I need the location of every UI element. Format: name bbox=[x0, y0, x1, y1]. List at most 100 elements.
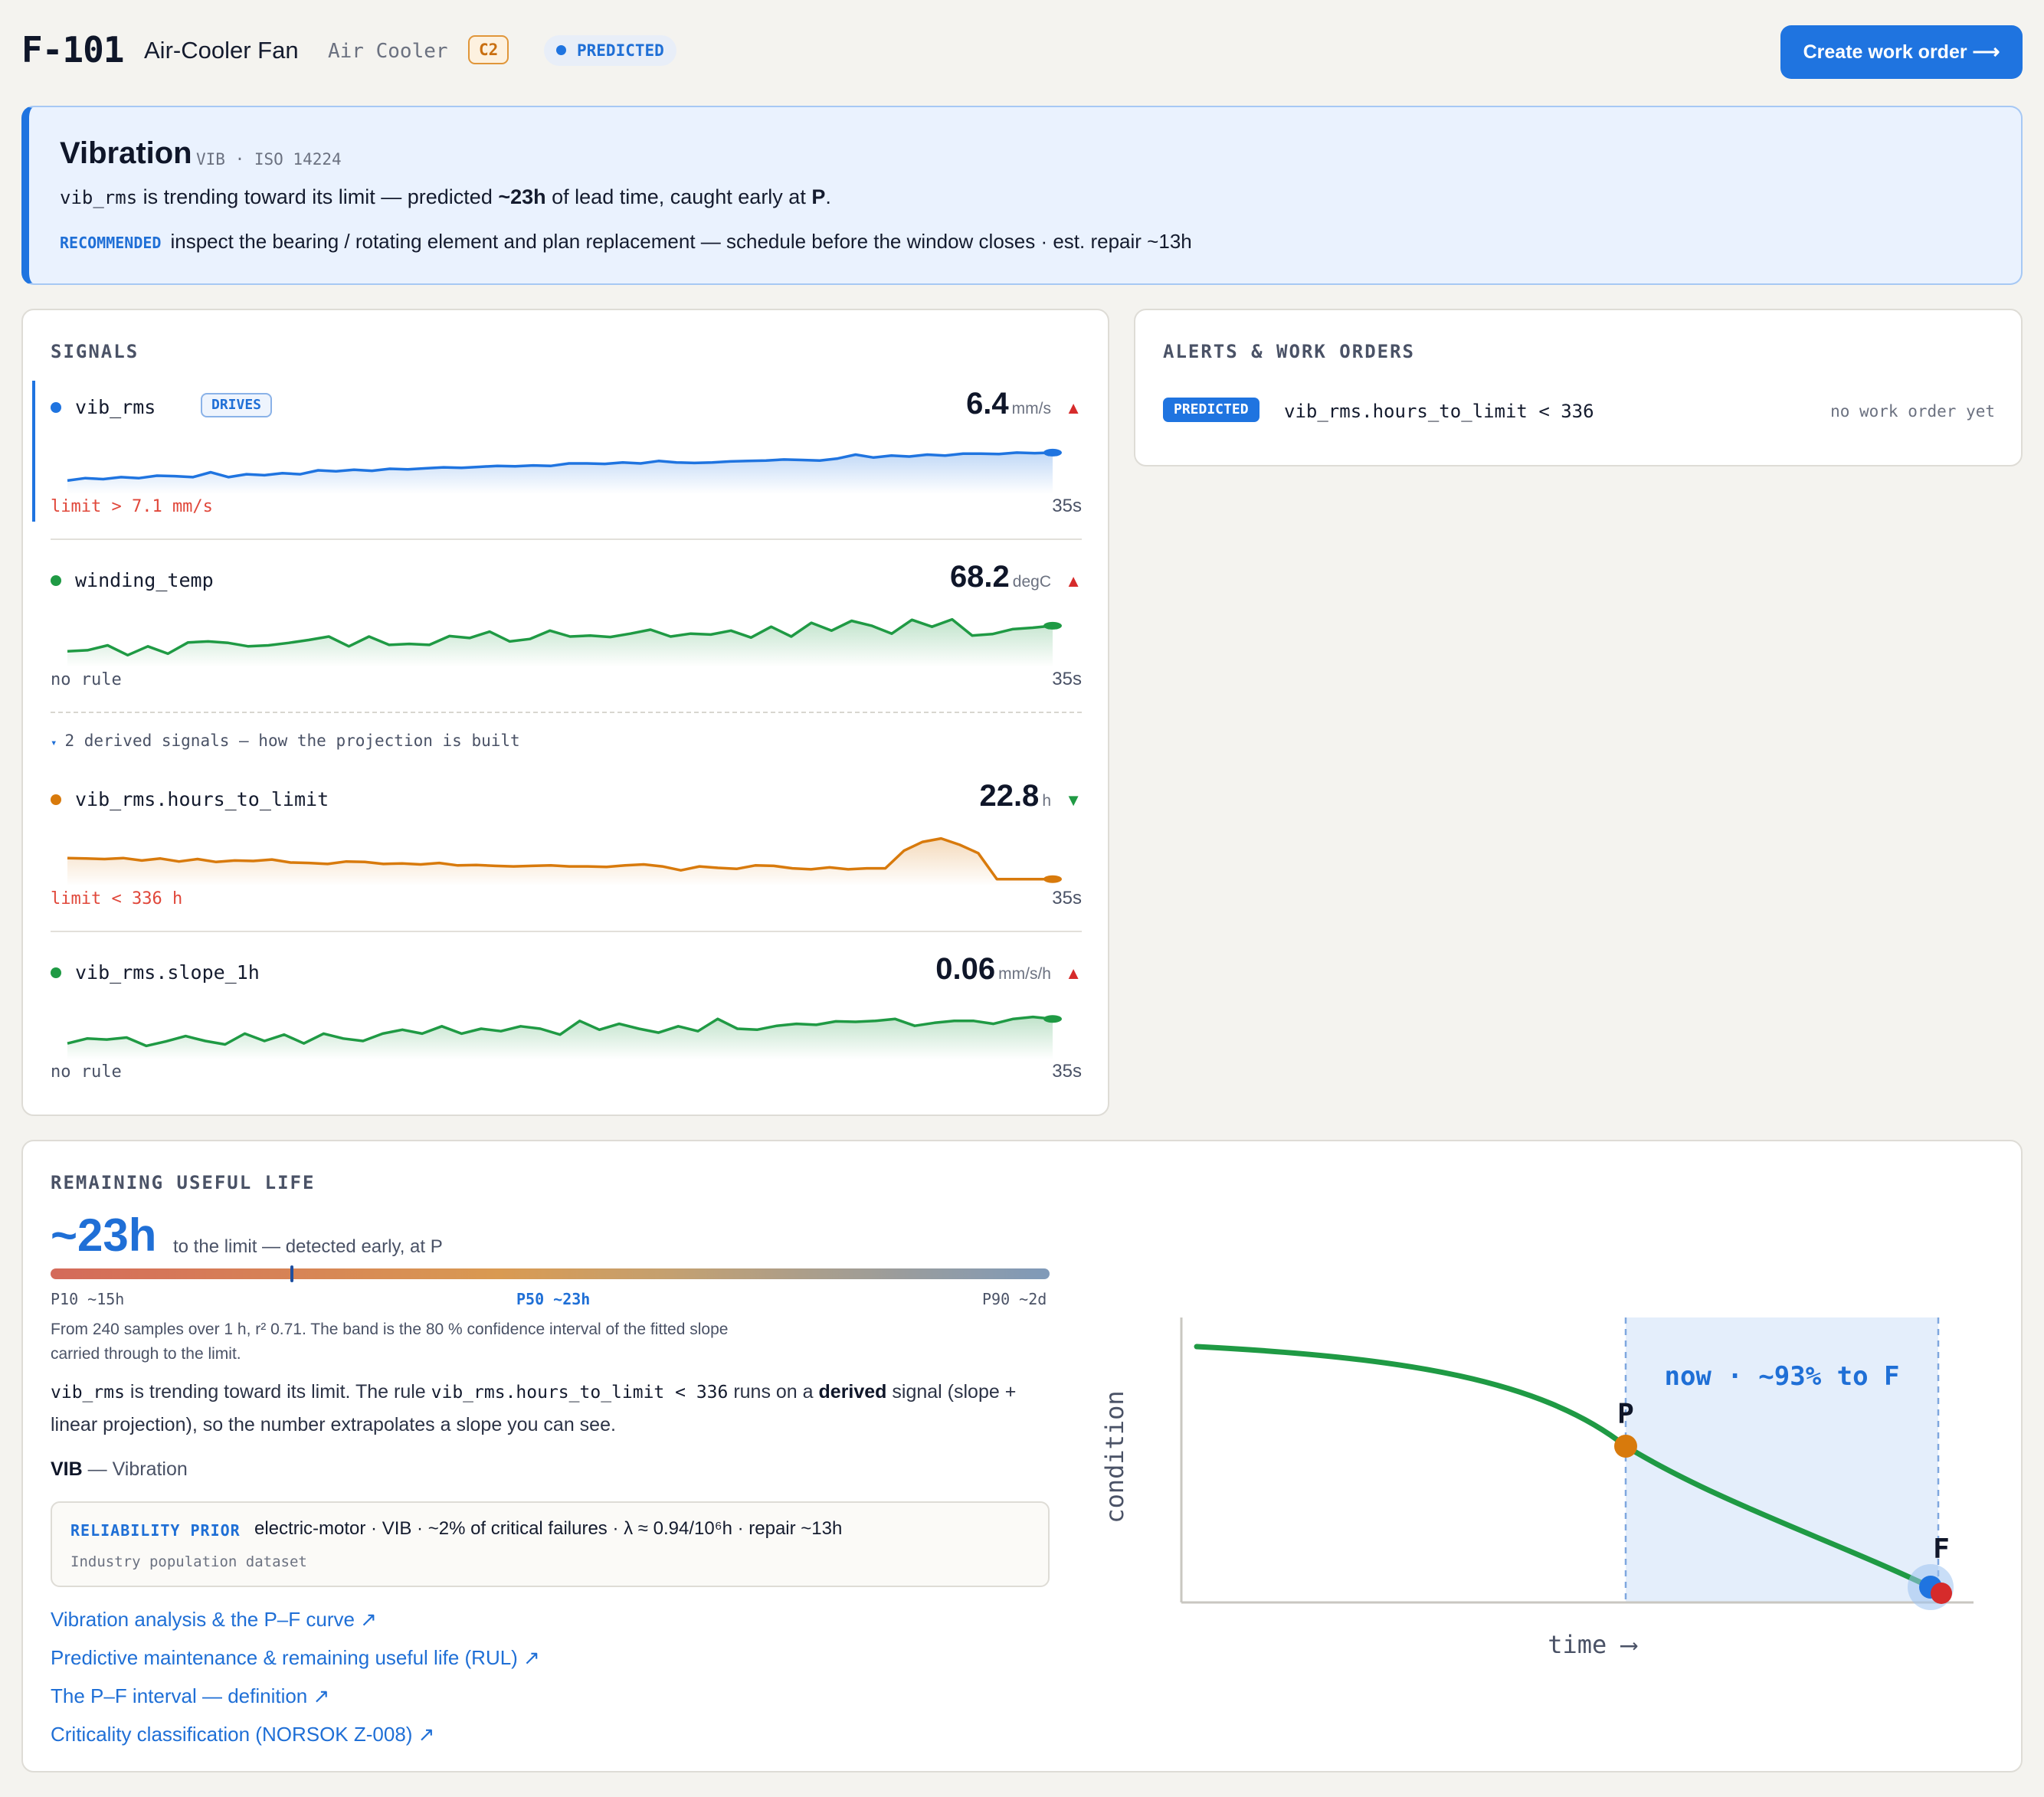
sparkline-area bbox=[67, 838, 1053, 886]
signal-rule: limit > 7.1 mm/s bbox=[51, 497, 213, 516]
signal-name: vib_rms.hours_to_limit bbox=[75, 788, 329, 810]
now-label: now · ~93% to F bbox=[1664, 1361, 1899, 1392]
signals-title: SIGNALS bbox=[51, 341, 139, 362]
signal-row[interactable]: winding_temp 68.2 degC ▲ no rule 35s bbox=[51, 557, 1082, 699]
explanation-rule: vib_rms.hours_to_limit < 336 bbox=[431, 1383, 729, 1403]
signal-value: 22.8 h ▼ bbox=[979, 779, 1082, 813]
recommendation: RECOMMENDED inspect the bearing / rotatin… bbox=[60, 230, 1192, 254]
signal-color-dot bbox=[51, 794, 61, 805]
signal-rule: no rule bbox=[51, 670, 122, 689]
signal-number: 6.4 bbox=[966, 387, 1009, 421]
trend-down-icon: ▼ bbox=[1065, 790, 1082, 810]
link-pf-interval[interactable]: The P–F interval — definition ↗ bbox=[51, 1684, 330, 1707]
confidence-band-bar bbox=[51, 1268, 1050, 1279]
work-order-status: no work order yet bbox=[1830, 402, 1995, 421]
explanation-text-b: runs on a bbox=[728, 1381, 819, 1403]
p50-label: P50 ~23h bbox=[516, 1290, 591, 1308]
p10-label: P10 ~15h bbox=[51, 1290, 125, 1308]
sparkline-area bbox=[67, 1016, 1053, 1059]
signal-unit: degC bbox=[1012, 573, 1051, 591]
failure-mode-meta: VIB · ISO 14224 bbox=[196, 150, 342, 169]
sparkline bbox=[67, 617, 1062, 667]
sparkline-line bbox=[67, 1015, 1053, 1048]
selected-accent bbox=[32, 381, 35, 522]
divider bbox=[51, 931, 1082, 932]
alert-row[interactable]: PREDICTED vib_rms.hours_to_limit < 336 n… bbox=[1163, 396, 1995, 427]
signal-color-dot bbox=[51, 575, 61, 586]
summary-text-c: . bbox=[825, 185, 831, 208]
create-work-order-button[interactable]: Create work order ⟶ bbox=[1780, 25, 2023, 79]
recommendation-text: inspect the bearing / rotating element a… bbox=[170, 230, 1192, 253]
signal-rule: limit < 336 h bbox=[51, 889, 183, 908]
explanation-text-c: signal (slope + linear projection), so t… bbox=[51, 1381, 1017, 1435]
rul-method-note: From 240 samples over 1 h, r² 0.71. The … bbox=[51, 1321, 729, 1363]
explanation-signal: vib_rms bbox=[51, 1383, 125, 1403]
sparkline bbox=[67, 448, 1062, 494]
reference-links: Vibration analysis & the P–F curve ↗ Pre… bbox=[51, 1604, 540, 1757]
reliability-prior-source: Industry population dataset bbox=[70, 1553, 307, 1570]
pf-curve-chart: P F now · ~93% to F condition time ⟶ bbox=[1100, 1317, 1974, 1659]
p90-label: P90 ~2d bbox=[982, 1290, 1047, 1308]
summary-text-b: of lead time, caught early at bbox=[545, 185, 812, 208]
sparkline-line bbox=[67, 451, 1053, 483]
rul-card: REMAINING USEFUL LIFE ~23h to the limit … bbox=[21, 1140, 2023, 1772]
drives-badge: DRIVES bbox=[201, 393, 273, 417]
alerts-card: ALERTS & WORK ORDERS PREDICTED vib_rms.h… bbox=[1134, 309, 2023, 466]
signal-row[interactable]: vib_rms.hours_to_limit 22.8 h ▼ limit < 33… bbox=[51, 776, 1082, 918]
pf-window-band bbox=[1626, 1317, 1938, 1602]
asset-type: Air Cooler bbox=[328, 40, 448, 63]
recommended-tag: RECOMMENDED bbox=[60, 234, 162, 252]
signal-value: 68.2 degC ▲ bbox=[950, 560, 1082, 594]
summary-text-a: is trending toward its limit — predicted bbox=[137, 185, 499, 208]
derived-signals-toggle[interactable]: ▾ 2 derived signals — how the projection … bbox=[51, 732, 520, 750]
link-vibration-analysis[interactable]: Vibration analysis & the P–F curve ↗ bbox=[51, 1608, 377, 1631]
signal-name: vib_rms bbox=[75, 396, 156, 418]
status-badge: PREDICTED bbox=[544, 35, 676, 66]
signal-age: 35s bbox=[1052, 669, 1082, 689]
failure-code-line: VIB — Vibration bbox=[51, 1458, 188, 1481]
signal-age: 35s bbox=[1052, 888, 1082, 908]
rul-subtitle: to the limit — detected early, at P bbox=[173, 1236, 443, 1257]
f-point bbox=[1931, 1583, 1952, 1604]
signal-row[interactable]: vib_rms DRIVES 6.4 mm/s ▲ limit > 7.1 mm/s… bbox=[32, 381, 1082, 526]
divider bbox=[51, 712, 1082, 713]
status-dot-icon bbox=[556, 45, 566, 55]
sparkline-latest-point bbox=[1043, 875, 1062, 883]
signal-row[interactable]: vib_rms.slope_1h 0.06 mm/s/h ▲ no rule 35s bbox=[51, 949, 1082, 1092]
f-label: F bbox=[1933, 1534, 1950, 1565]
alerts-title: ALERTS & WORK ORDERS bbox=[1163, 341, 1415, 362]
link-predictive-maintenance[interactable]: Predictive maintenance & remaining usefu… bbox=[51, 1646, 540, 1669]
caret-down-icon: ▾ bbox=[51, 737, 57, 749]
prediction-summary: vib_rms is trending toward its limit — p… bbox=[60, 185, 831, 209]
reliability-prior-tag: RELIABILITY PRIOR bbox=[70, 1521, 241, 1540]
trend-up-icon: ▲ bbox=[1065, 964, 1082, 983]
sparkline bbox=[67, 1015, 1062, 1059]
signal-value: 6.4 mm/s ▲ bbox=[966, 387, 1082, 421]
explanation-derived: derived bbox=[818, 1381, 887, 1403]
alert-rule: vib_rms.hours_to_limit < 336 bbox=[1284, 401, 1594, 422]
sparkline-latest-point bbox=[1043, 448, 1062, 457]
sparkline-line bbox=[67, 836, 1053, 881]
link-criticality[interactable]: Criticality classification (NORSOK Z-008… bbox=[51, 1723, 435, 1746]
status-label: PREDICTED bbox=[577, 41, 664, 60]
criticality-badge: C2 bbox=[468, 35, 509, 64]
signal-number: 0.06 bbox=[935, 952, 996, 986]
explanation-text-a: is trending toward its limit. The rule bbox=[124, 1381, 431, 1403]
signal-value: 0.06 mm/s/h ▲ bbox=[935, 952, 1082, 987]
trend-up-icon: ▲ bbox=[1065, 571, 1082, 591]
asset-id: F-101 bbox=[21, 29, 124, 70]
sparkline bbox=[67, 836, 1062, 886]
p-point bbox=[1614, 1435, 1637, 1458]
signals-card: SIGNALS vib_rms DRIVES 6.4 mm/s ▲ limit > … bbox=[21, 309, 1109, 1116]
failure-code: VIB bbox=[51, 1458, 83, 1480]
reliability-prior-text: electric-motor · VIB · ~2% of critical f… bbox=[254, 1518, 843, 1539]
sparkline-latest-point bbox=[1043, 1015, 1062, 1023]
derived-toggle-label: 2 derived signals — how the projection i… bbox=[64, 732, 520, 750]
p-label: P bbox=[1617, 1399, 1634, 1430]
signal-name: vib_rms.slope_1h bbox=[75, 961, 260, 984]
pf-curve bbox=[1194, 1344, 1934, 1590]
trend-up-icon: ▲ bbox=[1065, 398, 1082, 417]
prediction-banner: Vibration VIB · ISO 14224 vib_rms is tre… bbox=[21, 106, 2023, 285]
reliability-prior-box: RELIABILITY PRIOR electric-motor · VIB ·… bbox=[51, 1501, 1050, 1587]
signal-age: 35s bbox=[1052, 496, 1082, 516]
